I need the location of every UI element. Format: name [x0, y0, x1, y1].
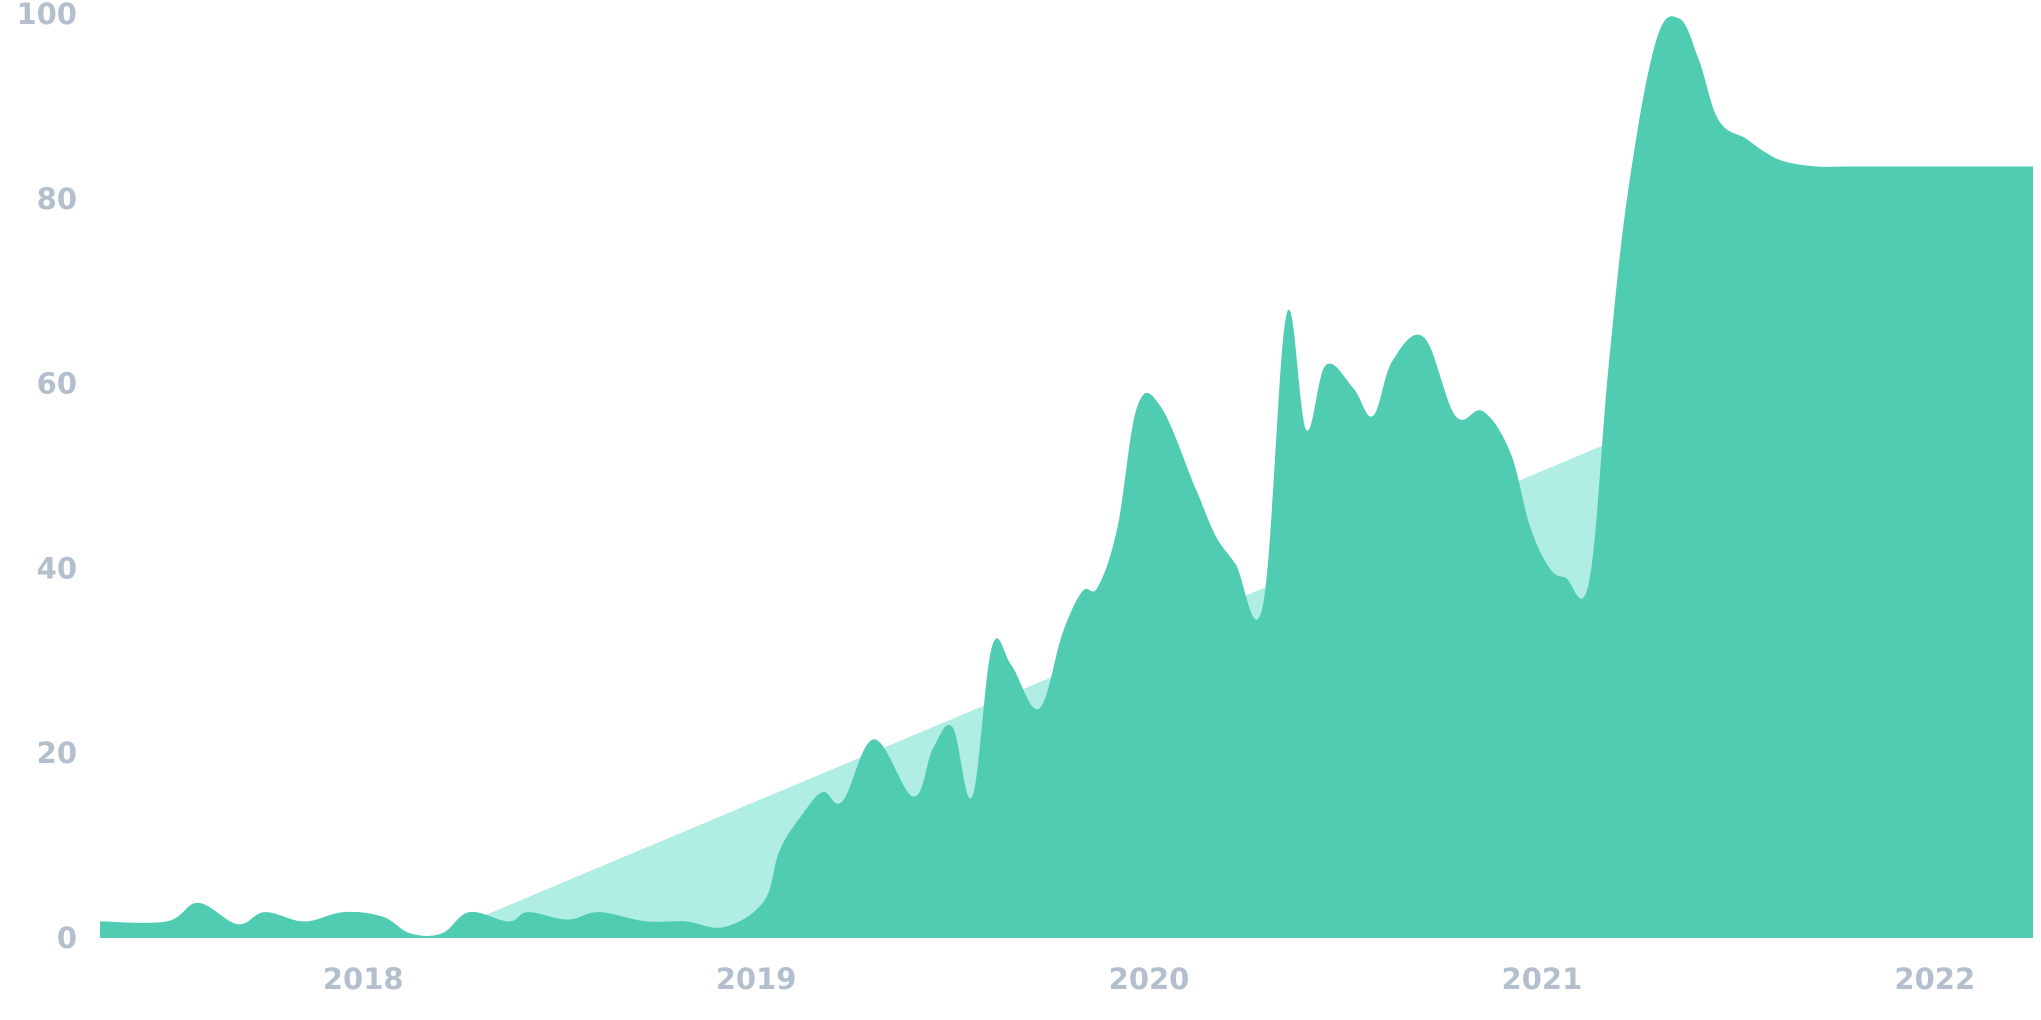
- x-tick-label: 2020: [1109, 962, 1190, 996]
- x-tick-label: 2022: [1894, 962, 1975, 996]
- x-tick-label: 2019: [716, 962, 797, 996]
- x-tick-label: 2021: [1502, 962, 1583, 996]
- main-area-layer: [100, 16, 2033, 938]
- series-area: [100, 16, 2033, 938]
- y-tick-label: 40: [37, 551, 77, 585]
- y-tick-label: 0: [57, 921, 77, 955]
- x-tick-label: 2018: [323, 962, 404, 996]
- y-tick-label: 80: [37, 182, 77, 216]
- y-tick-label: 100: [16, 0, 77, 31]
- y-axis: 0 20 40 60 80 100: [16, 0, 77, 955]
- x-axis: 2018 2019 2020 2021 2022: [323, 962, 1975, 996]
- y-tick-label: 60: [37, 367, 77, 401]
- y-tick-label: 20: [37, 736, 77, 770]
